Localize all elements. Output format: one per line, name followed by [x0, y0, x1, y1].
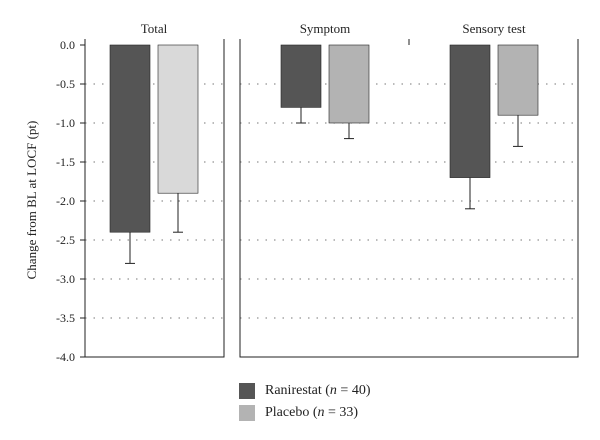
legend-label-ranirestat: Ranirestat (n = 40)	[265, 383, 371, 398]
y-tick-label: -1.5	[56, 155, 75, 169]
y-axis-ticks: 0.0 -0.5 -1.0 -1.5 -2.0 -2.5 -3.0 -3.5 -4.0	[56, 38, 85, 364]
legend-swatch-ranirestat	[239, 383, 255, 399]
y-tick-label: -2.5	[56, 233, 75, 247]
bar-placebo-2	[497, 44, 539, 116]
legend-swatch-placebo	[239, 405, 255, 421]
legend: Ranirestat (n = 40) Placebo (n = 33)	[239, 380, 370, 424]
y-tick-label: 0.0	[60, 38, 75, 52]
bars	[109, 44, 539, 264]
panel-label-2: Sensory test	[462, 21, 526, 36]
y-axis-label: Change from BL at LOCF (pt)	[24, 121, 39, 280]
panel-frames	[84, 39, 579, 358]
panel-labels: Total Symptom Sensory test	[141, 21, 526, 36]
bar-placebo-1	[328, 44, 370, 124]
y-tick-label: -3.5	[56, 311, 75, 325]
y-tick-label: -4.0	[56, 350, 75, 364]
legend-label-placebo: Placebo (n = 33)	[265, 405, 359, 420]
panel-label-1: Symptom	[300, 21, 351, 36]
panel-frame-1	[239, 39, 579, 358]
panel-label-0: Total	[141, 21, 168, 36]
bar-ranirestat-0	[109, 44, 151, 233]
bar-placebo-0	[157, 44, 199, 194]
y-tick-label: -0.5	[56, 77, 75, 91]
y-tick-label: -1.0	[56, 116, 75, 130]
y-tick-label: -2.0	[56, 194, 75, 208]
y-tick-label: -3.0	[56, 272, 75, 286]
legend-item-ranirestat: Ranirestat (n = 40)	[239, 380, 370, 402]
bar-ranirestat-1	[280, 44, 322, 108]
panel-frame-0	[84, 39, 225, 358]
bar-ranirestat-2	[449, 44, 491, 178]
legend-item-placebo: Placebo (n = 33)	[239, 402, 370, 424]
